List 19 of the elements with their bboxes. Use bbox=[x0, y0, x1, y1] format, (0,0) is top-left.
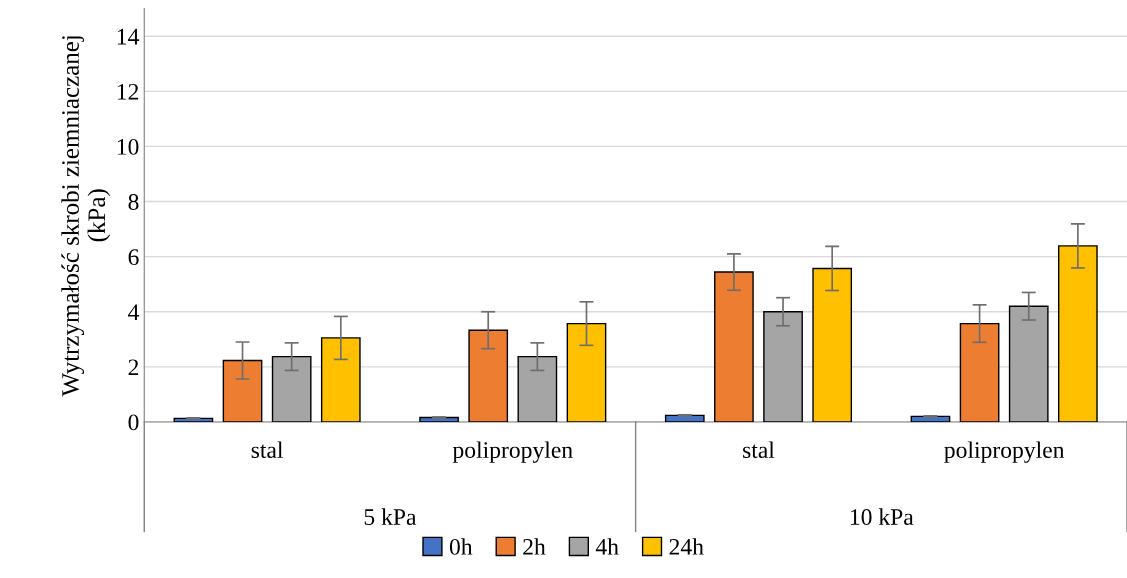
legend-label: 2h bbox=[523, 538, 546, 555]
y-tick-label: 8 bbox=[128, 194, 139, 210]
legend-label: 0h bbox=[449, 538, 473, 555]
y-tick-label: 4 bbox=[128, 304, 140, 320]
text: 5 kPa bbox=[364, 508, 417, 525]
y-tick-label: 10 bbox=[117, 138, 139, 155]
y-axis-title: Wytrzymałość skrobi ziemniaczanej (kPa) bbox=[61, 36, 111, 397]
x-tick-label: stal bbox=[251, 441, 284, 458]
y-tick-label: 14 bbox=[117, 28, 140, 45]
y-tick-label: 0 bbox=[128, 414, 139, 431]
y-tick-label: 2 bbox=[128, 359, 139, 376]
y-tick-label: 6 bbox=[128, 249, 139, 266]
legend-label: 24h bbox=[669, 538, 704, 555]
legend-label: 4h bbox=[595, 538, 619, 555]
x-tick-label: stal bbox=[743, 441, 775, 458]
x-tick-label: polipropylen bbox=[944, 441, 1065, 463]
x-tick-label: polipropylen bbox=[452, 441, 573, 463]
text: 10 kPa bbox=[850, 508, 914, 525]
y-tick-label: 12 bbox=[117, 83, 139, 100]
